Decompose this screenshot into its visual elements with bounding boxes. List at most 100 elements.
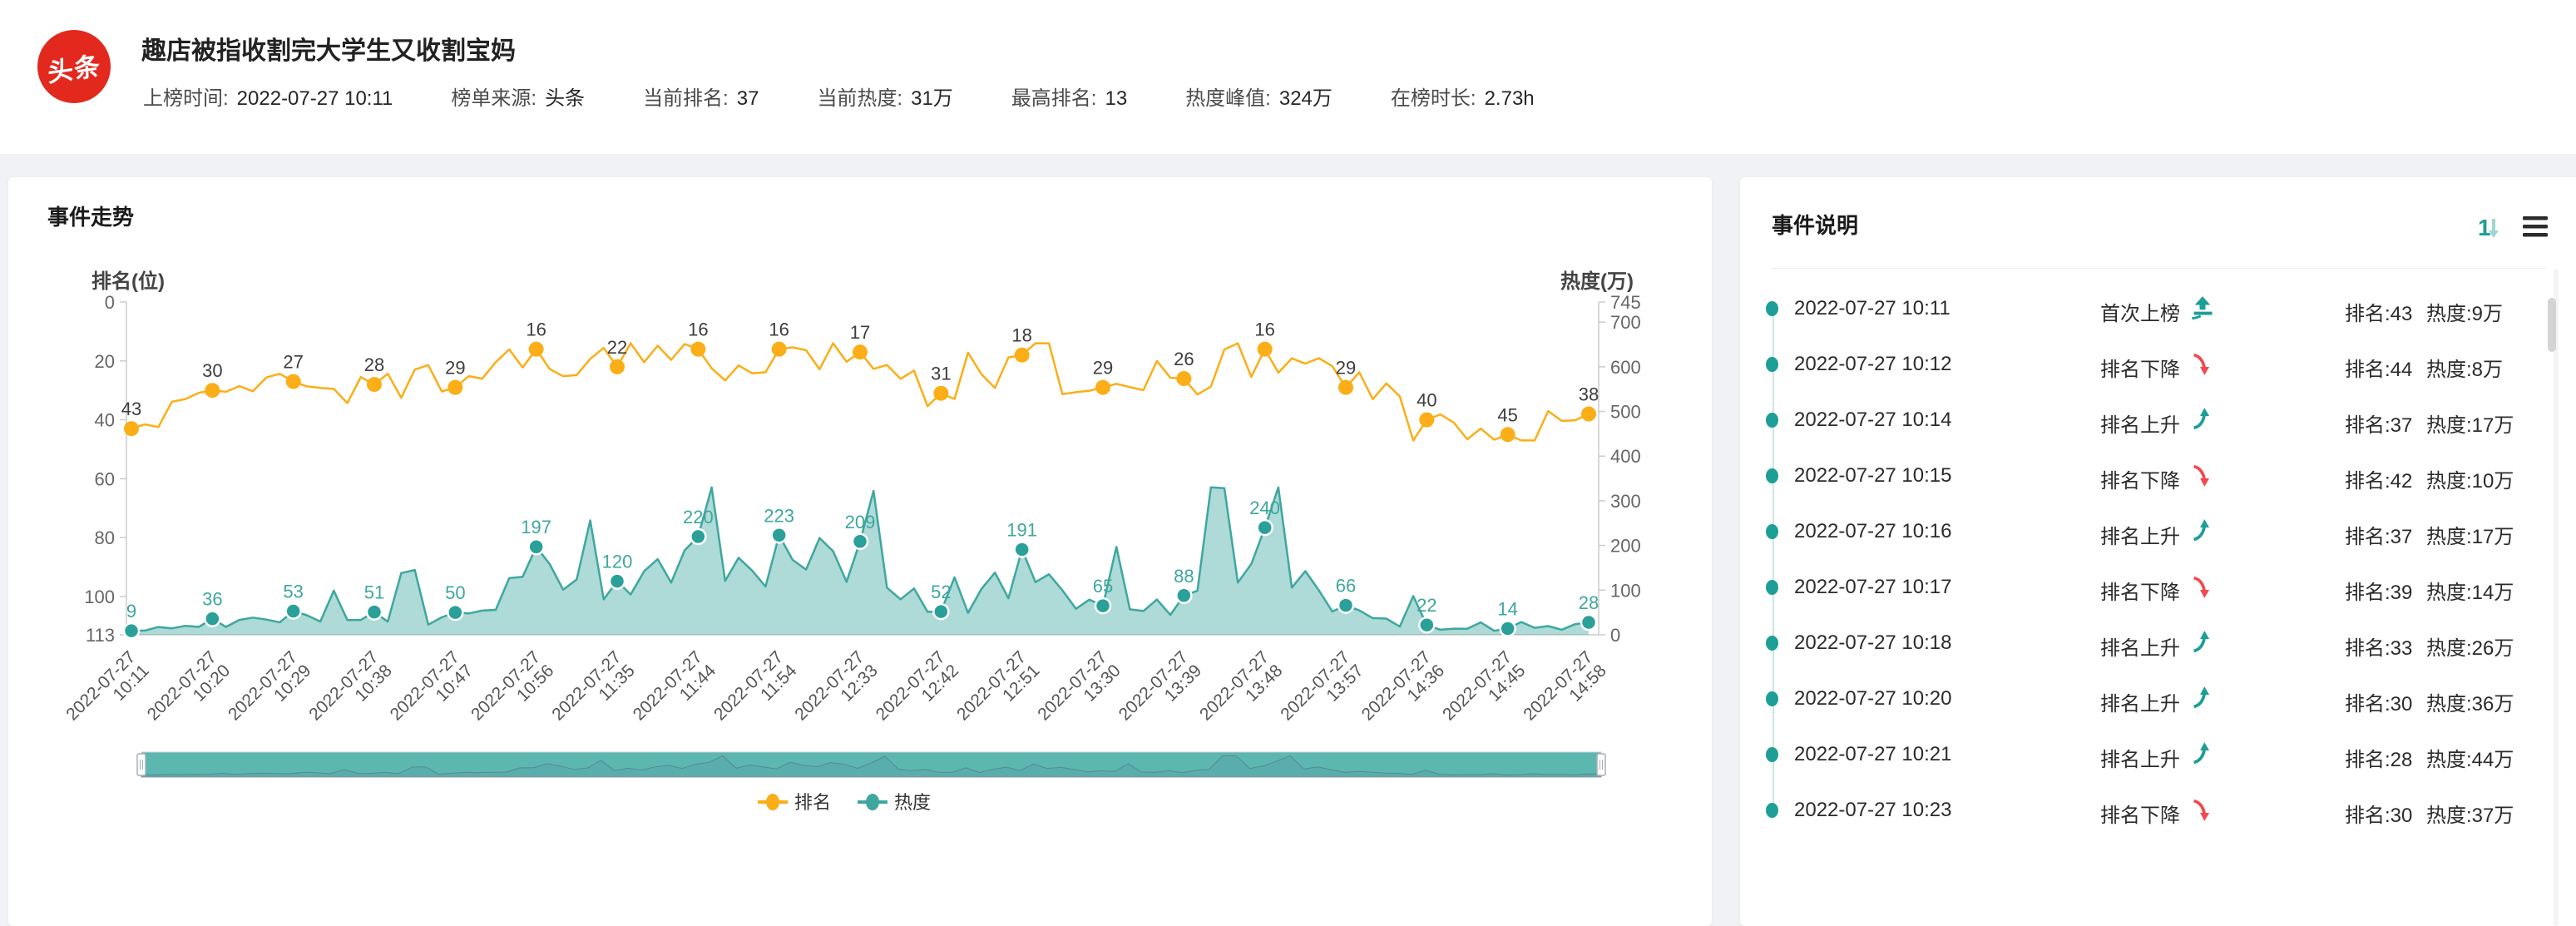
heat-point-marker	[851, 532, 869, 551]
x-axis-tick-label: 2022-07-2710:56	[467, 647, 557, 737]
legend-item-热度[interactable]: 热度	[858, 792, 931, 813]
event-rank-value: 排名:30	[2345, 693, 2413, 716]
meta-label: 当前排名:	[643, 87, 729, 110]
timeline-connector	[1773, 309, 1774, 816]
page-header: 头条 趣店被指收割完大学生又收割宝妈 上榜时间: 2022-07-27 10:11…	[0, 0, 2576, 154]
right-axis-tick-label: 0	[1610, 625, 1620, 646]
meta-label: 热度峰值:	[1185, 87, 1271, 110]
heat-point-marker	[690, 527, 707, 546]
right-axis-tick-label: 700	[1610, 312, 1641, 333]
heat-point-label: 191	[1006, 519, 1037, 540]
event-list-item[interactable]: 2022-07-27 10:12 排名下降 排名:44 热度:8万	[1740, 348, 2572, 384]
heat-point-label: 9	[126, 601, 136, 621]
event-time: 2022-07-27 10:15	[1794, 464, 1952, 487]
meta-item-1: 榜单来源: 头条	[451, 82, 585, 111]
rank-point-marker	[447, 379, 463, 395]
event-time: 2022-07-27 10:20	[1794, 687, 1952, 710]
legend-item-排名[interactable]: 排名	[758, 792, 831, 813]
toutiao-logo: 头条	[37, 30, 111, 103]
heat-point-marker	[1418, 616, 1436, 634]
x-axis-tick-label: 2022-07-2710:29	[225, 647, 314, 737]
meta-label: 榜单来源:	[451, 87, 537, 110]
event-direction-icon	[2190, 463, 2215, 492]
rank-point-label: 16	[1254, 319, 1274, 340]
datazoom-handle-right[interactable]	[1596, 753, 1606, 776]
toutiao-logo-text: 头条	[47, 50, 101, 88]
event-list-item[interactable]: 2022-07-27 10:11 首次上榜 排名:43 热度:9万	[1740, 292, 2572, 329]
event-rank-value: 排名:28	[2345, 749, 2413, 771]
rank-point-marker	[205, 383, 220, 399]
event-type: 首次上榜	[2100, 303, 2180, 325]
event-list-item[interactable]: 2022-07-27 10:14 排名上升 排名:37 热度:17万	[1740, 404, 2572, 440]
meta-value: 2.73h	[1484, 87, 1535, 110]
x-axis-tick-label: 2022-07-2712:42	[873, 647, 962, 737]
x-axis-tick-label: 2022-07-2714:58	[1520, 647, 1609, 737]
rank-point-marker	[853, 344, 868, 360]
event-list-item[interactable]: 2022-07-27 10:15 排名下降 排名:42 热度:10万	[1740, 459, 2572, 496]
event-type: 排名上升	[2100, 414, 2180, 437]
heat-point-marker	[204, 610, 221, 627]
timeline-dot-icon	[1766, 803, 1778, 818]
meta-label: 当前热度:	[817, 87, 903, 110]
events-scrollbar-thumb[interactable]	[2548, 298, 2556, 352]
heat-point-marker	[770, 527, 788, 544]
event-direction-icon	[2190, 295, 2215, 324]
event-list-item[interactable]: 2022-07-27 10:17 排名下降 排名:39 热度:14万	[1740, 571, 2572, 607]
x-axis-tick-label: 2022-07-2714:45	[1439, 647, 1529, 737]
meta-value: 2022-07-27 10:11	[236, 87, 393, 110]
heat-point-label: 120	[602, 552, 633, 572]
events-divider	[1772, 268, 2545, 269]
event-rank-value: 排名:43	[2345, 303, 2413, 325]
heat-point-label: 66	[1336, 576, 1356, 597]
event-direction-icon	[2190, 574, 2215, 603]
left-axis-tick-label: 80	[95, 527, 115, 548]
event-rank-value: 排名:39	[2345, 582, 2413, 604]
event-list-item[interactable]: 2022-07-27 10:16 排名上升 排名:37 热度:17万	[1740, 515, 2572, 552]
event-time: 2022-07-27 10:16	[1794, 520, 1952, 542]
rank-point-marker	[610, 359, 625, 374]
left-axis-tick-label: 60	[95, 468, 115, 489]
heat-point-marker	[1175, 587, 1193, 605]
heat-point-label: 52	[931, 582, 951, 602]
event-list-item[interactable]: 2022-07-27 10:23 排名下降 排名:30 热度:37万	[1740, 794, 2572, 830]
x-axis-tick-label: 2022-07-2713:57	[1277, 647, 1367, 737]
event-list-item[interactable]: 2022-07-27 10:21 排名上升 排名:28 热度:44万	[1740, 738, 2572, 775]
heat-point-label: 14	[1497, 598, 1517, 619]
meta-value: 头条	[545, 87, 586, 110]
event-heat-value: 热度:10万	[2426, 470, 2514, 493]
list-menu-icon[interactable]	[2521, 214, 2549, 240]
x-axis-tick-label: 2022-07-2711:44	[630, 647, 720, 738]
events-panel-title: 事件说明	[1772, 213, 1859, 238]
heat-point-marker	[365, 603, 383, 621]
legend-marker-icon	[766, 794, 779, 810]
rank-point-marker	[1419, 412, 1435, 428]
events-scrollbar-track[interactable]	[2554, 269, 2559, 926]
event-heat-value: 热度:8万	[2426, 359, 2504, 381]
rank-down-icon	[2193, 576, 2210, 598]
event-heat-value: 热度:36万	[2426, 693, 2514, 716]
x-axis-tick-label: 2022-07-2712:51	[953, 647, 1043, 737]
meta-label: 在榜时长:	[1390, 87, 1476, 110]
event-direction-icon	[2190, 351, 2215, 380]
sort-order-icon[interactable]: 1	[2473, 212, 2503, 242]
event-list-item[interactable]: 2022-07-27 10:20 排名上升 排名:30 热度:36万	[1740, 682, 2572, 719]
first-on-list-icon	[2192, 296, 2213, 320]
rank-point-label: 30	[202, 360, 222, 381]
meta-value: 31万	[911, 87, 953, 110]
event-heat-value: 热度:37万	[2426, 805, 2514, 827]
datazoom-slider[interactable]	[141, 751, 1602, 778]
event-list-item[interactable]: 2022-07-27 10:18 排名上升 排名:33 热度:26万	[1740, 626, 2572, 663]
rank-point-label: 27	[283, 352, 303, 373]
x-axis-tick-label: 2022-07-2710:38	[305, 647, 395, 737]
topic-meta-row: 上榜时间: 2022-07-27 10:11 榜单来源: 头条 当前排名: 37 当前热度:…	[143, 82, 1535, 111]
rank-point-marker	[1176, 371, 1192, 387]
rank-point-marker	[1338, 379, 1353, 395]
event-heat-value: 热度:14万	[2426, 582, 2514, 604]
right-axis-tick-label: 100	[1610, 580, 1641, 601]
right-axis-tick-label: 400	[1610, 446, 1641, 467]
datazoom-handle-left[interactable]	[136, 753, 146, 776]
event-rank-value: 排名:44	[2345, 359, 2413, 381]
event-direction-icon	[2190, 741, 2215, 770]
rank-point-marker	[690, 341, 706, 357]
trend-chart-canvas[interactable]: 排名(位) 热度(万) 0 20 40 60 80 100 113 0 100 200 300 400 50…	[8, 177, 1712, 840]
